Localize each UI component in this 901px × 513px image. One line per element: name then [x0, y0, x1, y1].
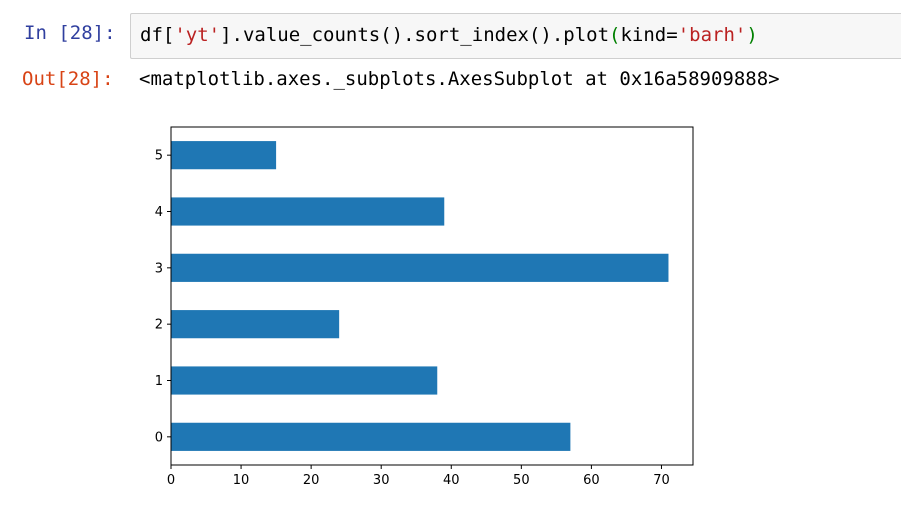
output-prompt: Out[28]: [22, 68, 114, 90]
bar-4 [171, 197, 445, 226]
x-tick-label: 60 [583, 473, 600, 488]
y-tick-label: 3 [155, 261, 163, 276]
x-tick-label: 70 [653, 473, 670, 488]
y-tick-label: 0 [155, 430, 163, 445]
x-tick-label: 20 [303, 473, 320, 488]
code-token-string: 'yt' [174, 24, 221, 46]
code-token-string: 'barh' [677, 24, 747, 46]
y-tick-label: 1 [155, 374, 163, 389]
x-tick-label: 30 [373, 473, 390, 488]
y-tick-label: 4 [155, 205, 163, 220]
bar-1 [171, 366, 438, 395]
code-token: df[ [140, 24, 175, 46]
code-token-paren: ) [746, 24, 758, 46]
code-input-area[interactable]: df['yt'].value_counts().sort_index().plo… [130, 13, 901, 59]
x-tick-label: 0 [167, 473, 175, 488]
x-tick-label: 50 [513, 473, 530, 488]
bar-3 [171, 253, 669, 282]
bar-2 [171, 310, 340, 339]
bar-0 [171, 422, 571, 451]
bar-5 [171, 141, 277, 170]
y-tick-label: 5 [155, 149, 163, 164]
x-tick-label: 10 [233, 473, 250, 488]
code-token: ].value_counts().sort_index().plot [220, 24, 610, 46]
x-tick-label: 40 [443, 473, 460, 488]
code-token: kind= [620, 24, 678, 46]
code-token-paren: ( [609, 24, 621, 46]
output-text: <matplotlib.axes._subplots.AxesSubplot a… [139, 68, 780, 90]
code-line: df['yt'].value_counts().sort_index().plo… [140, 24, 758, 46]
input-prompt: In [28]: [24, 22, 116, 44]
axes-frame [170, 126, 694, 466]
y-tick-label: 2 [155, 318, 163, 333]
